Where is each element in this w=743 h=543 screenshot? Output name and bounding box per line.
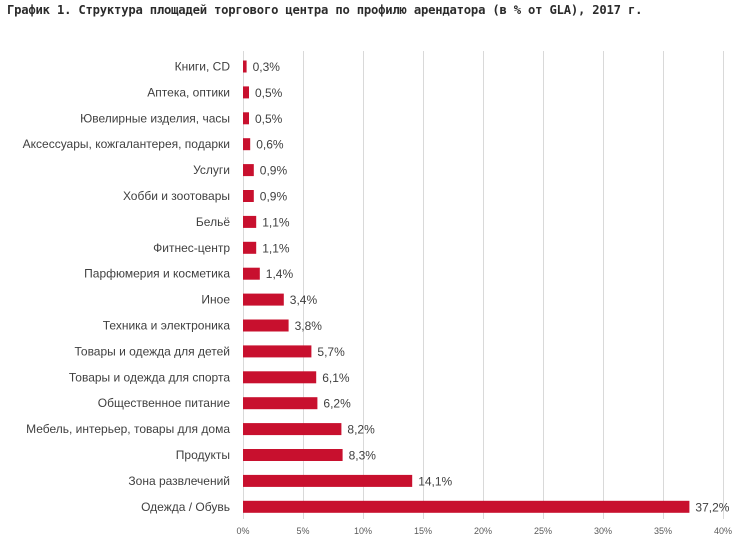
bars [243,60,690,513]
data-label: 0,5% [255,112,283,126]
x-tick-label: 0% [236,526,249,536]
bar [243,215,257,228]
bar [243,449,343,461]
bar [243,474,413,487]
x-tick-label: 5% [296,526,309,536]
data-label: 1,4% [266,267,294,281]
bar [243,293,284,306]
category-label: Ювелирные изделия, часы [80,111,230,125]
value-labels: 0,3% 0,5% 0,5% 0,6% 0,9% 0,9% 1,1% 1,1% 1,4% 3,4%… [253,60,730,514]
data-label: 3,4% [290,293,318,307]
bar [243,241,257,254]
category-label: Иное [201,293,230,307]
x-tick-label: 35% [654,526,672,536]
category-label: Товары и одежда для детей [75,344,231,358]
category-label: Услуги [193,163,230,177]
x-tick-label: 15% [414,526,432,536]
data-label: 6,2% [323,397,351,411]
category-label: Аксессуары, кожгалантерея, подарки [23,137,230,151]
bar [243,138,251,151]
category-label: Одежда / Обувь [141,500,230,514]
category-label: Мебель, интерьер, товары для дома [26,422,230,436]
x-tick-label: 40% [714,526,732,536]
category-label: Парфюмерия и косметика [84,267,230,281]
category-label: Зона развлечений [128,474,230,488]
data-label: 1,1% [262,241,290,255]
bar [243,60,247,73]
bar [243,500,690,513]
data-label: 3,8% [295,319,323,333]
category-label: Общественное питание [98,396,231,410]
data-label: 8,3% [349,449,377,463]
bar [243,397,318,410]
gridlines [243,51,724,519]
data-label: 0,6% [256,138,284,152]
bar [243,423,342,436]
category-label: Продукты [176,448,230,462]
x-tick-label: 30% [594,526,612,536]
data-label: 8,2% [347,423,375,437]
data-label: 0,9% [260,190,288,204]
category-label: Товары и одежда для спорта [69,370,230,384]
data-label: 5,7% [317,345,345,359]
bar [243,164,254,177]
bar [243,319,289,332]
data-label: 14,1% [418,474,452,488]
bar [243,190,254,202]
data-label: 1,1% [262,215,290,229]
category-label: Книги, CD [175,60,231,74]
bar [243,112,249,125]
data-label: 6,1% [322,371,350,385]
bar [243,267,260,280]
category-label: Хобби и зоотовары [123,189,230,203]
bar [243,86,249,99]
x-axis-ticks: 0% 5% 10% 15% 20% 25% 30% 35% 40% [236,526,732,536]
category-label: Бельё [196,215,230,229]
category-label: Фитнес-центр [153,241,230,255]
category-labels: Книги, CD Аптека, оптики Ювелирные изделия… [23,60,231,514]
data-label: 0,9% [260,164,288,178]
category-label: Техника и электроника [103,319,231,333]
data-label: 0,3% [253,60,281,74]
data-label: 37,2% [695,500,729,514]
bar [243,345,312,358]
category-label: Аптека, оптики [147,85,230,99]
x-tick-label: 25% [534,526,552,536]
data-label: 0,5% [255,86,283,100]
x-tick-label: 20% [474,526,492,536]
bar [243,371,317,384]
chart-title: График 1. Структура площадей торгового ц… [7,3,643,17]
x-tick-label: 10% [354,526,372,536]
